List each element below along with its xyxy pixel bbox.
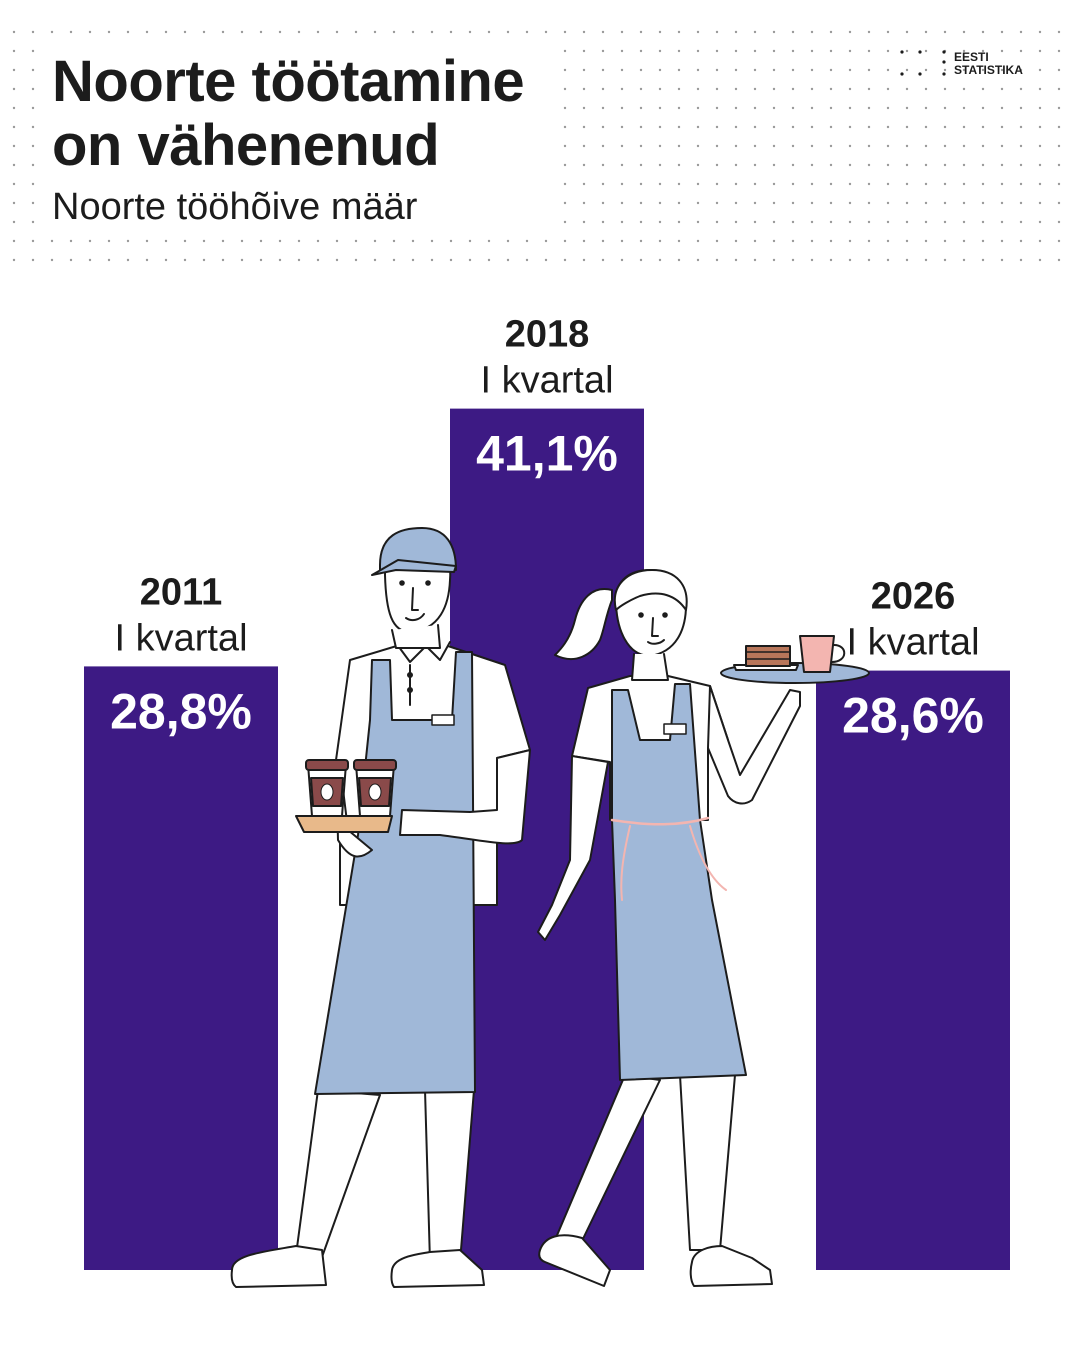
category-label-quarter-1: I kvartal: [480, 360, 613, 402]
page-subtitle: Noorte tööhõive määr: [52, 186, 418, 228]
cake-slice-icon: [733, 645, 799, 671]
category-label-year-1: 2018: [505, 314, 590, 356]
eesti-statistika-logo: EESTI STATISTIKA: [898, 48, 1048, 84]
coffee-mug-icon: [799, 635, 846, 673]
bar-2: [816, 670, 1010, 1270]
page-title: Noorte töötamine on vähenenud: [52, 49, 525, 178]
coffee-cup-icon: [353, 759, 397, 817]
category-label-quarter-0: I kvartal: [114, 617, 247, 659]
category-label-quarter-2: I kvartal: [846, 622, 979, 664]
category-label-year-2: 2026: [871, 576, 956, 618]
category-label-year-0: 2011: [140, 571, 222, 613]
bar-value-label-1: 41,1%: [476, 426, 618, 482]
logo-text: EESTI STATISTIKA: [954, 50, 1023, 77]
dot-grid-background: [12, 30, 1061, 262]
woman-waitress-illustration: [537, 569, 870, 1287]
coffee-cup-icon: [305, 759, 349, 817]
logo-dots-icon: [900, 50, 946, 76]
bar-0: [84, 666, 278, 1270]
coffee-tray: [295, 815, 393, 833]
man-barista-illustration: [230, 527, 531, 1288]
bar-value-label-0: 28,8%: [110, 683, 252, 739]
bar-value-label-2: 28,6%: [842, 688, 984, 744]
